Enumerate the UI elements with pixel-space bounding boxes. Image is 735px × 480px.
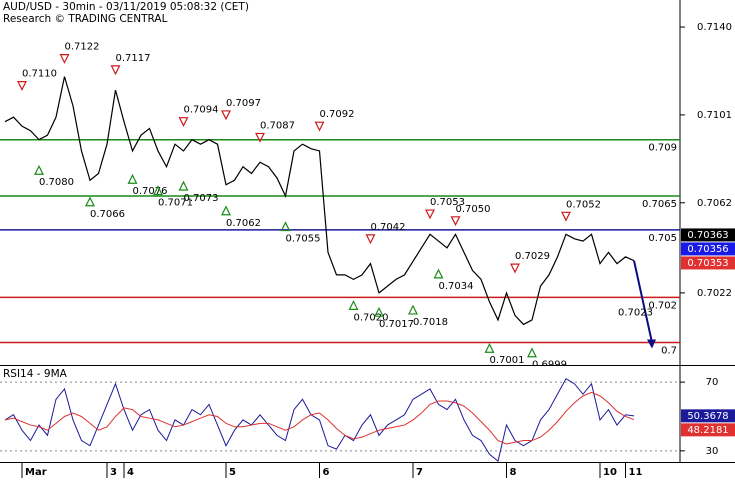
value-box-label: 0.70356	[687, 244, 728, 255]
pivot-label: 0.7073	[184, 193, 219, 204]
x-tick-label: 4	[127, 467, 134, 478]
x-tick-label: 7	[416, 467, 423, 478]
series-line	[4, 391, 635, 445]
pivot-marker	[484, 342, 495, 353]
x-tick-label: 8	[510, 467, 517, 478]
pivot-marker	[178, 117, 189, 128]
pivot-marker	[255, 132, 265, 143]
axes: 0.7140 0.7101 0.7062 0.7022 70 30 0.70363 0.703…	[21, 22, 735, 478]
x-tick-label: 11	[629, 467, 643, 478]
x-tick-label: 3	[110, 467, 117, 478]
series-line	[4, 377, 635, 462]
value-box	[681, 228, 735, 242]
level-label: 0.709	[648, 143, 677, 154]
pivot-marker	[178, 180, 189, 191]
pivot-label: 0.7034	[439, 281, 474, 292]
y-tick-label: 0.7022	[697, 288, 732, 299]
pivot-marker	[280, 221, 291, 232]
pivot-marker	[348, 300, 359, 311]
pivot-marker	[433, 268, 444, 279]
pivot-label: 0.7097	[226, 98, 261, 109]
pivot-label: 0.7050	[456, 204, 491, 215]
pivot-marker	[425, 209, 435, 220]
target-label: 0.7023	[618, 308, 653, 319]
value-box	[681, 423, 735, 437]
pivot-label: 0.7110	[22, 69, 57, 80]
pivot-label: 0.7122	[65, 42, 100, 53]
level-label: 0.705	[648, 233, 677, 244]
forecast-arrow	[633, 260, 653, 343]
y-tick-label: 0.7062	[697, 198, 732, 209]
value-box-label: 48.2181	[687, 425, 728, 436]
chart-subtitle: Research © TRADING CENTRAL	[3, 13, 168, 25]
value-box-label: 50.3678	[687, 411, 728, 422]
pivot-marker	[561, 211, 571, 222]
pivot-label: 0.7087	[260, 120, 295, 131]
pivot-marker	[314, 121, 325, 132]
rsi-title: RSI14 - 9MA	[3, 368, 68, 380]
pivot-marker	[153, 185, 163, 196]
pivot-marker	[34, 164, 44, 175]
pivot-label: 0.7018	[413, 317, 448, 328]
x-tick-label: 5	[229, 467, 236, 478]
pivot-label: 0.7071	[158, 198, 193, 209]
x-tick-label: 10	[603, 467, 617, 478]
pivot-marker	[221, 205, 231, 216]
y-tick-label: 0.7140	[697, 22, 732, 33]
value-box	[681, 256, 735, 270]
pivot-label: 0.7080	[39, 177, 74, 188]
pivot-marker	[510, 263, 520, 274]
pivot-label: 0.7052	[566, 199, 601, 210]
value-box	[681, 409, 735, 423]
pivot-label: 0.7062	[226, 218, 261, 229]
pivot-label: 0.7001	[490, 355, 525, 366]
pivot-marker	[17, 81, 27, 91]
value-box-label: 0.70363	[687, 230, 728, 241]
pivot-marker	[110, 65, 121, 76]
pivot-marker	[365, 234, 376, 245]
y-tick-label: 30	[706, 446, 719, 457]
pivot-marker	[450, 216, 461, 227]
pivot-label: 0.7076	[133, 186, 168, 197]
level-label: 0.7065	[642, 199, 677, 210]
rsi-pane	[0, 377, 680, 462]
level-label: 0.7	[661, 345, 677, 356]
x-tick-label: Mar	[25, 467, 47, 478]
pivot-marker	[85, 196, 95, 207]
level-label: 0.702	[648, 300, 677, 311]
pivot-label: 0.7092	[320, 109, 355, 120]
pivot-label: 0.7029	[515, 251, 550, 262]
pivot-marker	[527, 347, 537, 358]
x-tick-label: 6	[323, 467, 330, 478]
pivot-label: 0.7042	[371, 222, 406, 233]
pivot-marker	[408, 304, 418, 315]
pivot-label: 0.7094	[184, 105, 219, 116]
pivot-marker	[221, 110, 231, 121]
price-pane: 0.709 0.7065 0.705 0.702 0.7 0.7110 0.7122 0.71…	[0, 42, 680, 371]
y-tick-label: 70	[706, 377, 719, 388]
pivot-label: 0.7055	[286, 234, 321, 245]
pivot-label: 0.6999	[532, 360, 567, 371]
pivot-label: 0.7017	[379, 319, 414, 330]
pivot-marker	[374, 306, 384, 317]
series-line	[4, 76, 635, 326]
chart-title: AUD/USD - 30min - 03/11/2019 05:08:32 (C…	[3, 1, 249, 13]
pivot-label: 0.7020	[354, 312, 389, 323]
pivot-label: 0.7117	[116, 53, 151, 64]
value-box	[681, 242, 735, 256]
pivot-label: 0.7053	[430, 197, 465, 208]
value-box-label: 0.70353	[687, 258, 728, 269]
y-tick-label: 0.7101	[697, 110, 732, 121]
pivot-marker	[127, 173, 138, 184]
pivot-marker	[59, 53, 70, 64]
forecast-arrowhead	[647, 339, 656, 349]
pivot-label: 0.7066	[90, 209, 125, 220]
